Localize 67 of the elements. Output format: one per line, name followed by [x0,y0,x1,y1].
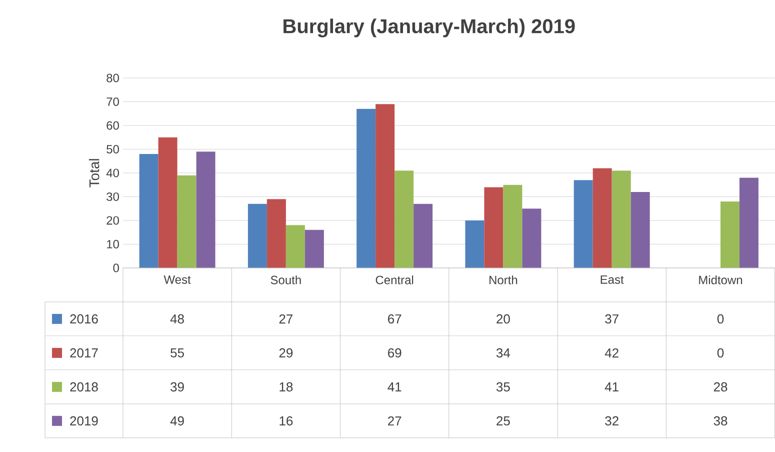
bar [414,204,433,268]
data-label: 39 [170,382,184,392]
data-label: 0 [717,314,724,324]
bar [286,225,305,268]
bar [630,192,650,268]
chart-title: Burglary (January-March) 2019 [284,18,575,38]
data-label: 16 [280,416,293,426]
data-label: 48 [170,314,184,324]
bar [465,220,484,268]
x-tick-label: East [600,276,624,284]
bar [196,152,216,268]
data-label: 38 [714,416,728,426]
data-label: 28 [714,382,728,392]
x-tick-label: Midtown [699,276,742,284]
y-tick-label: 10 [107,240,119,248]
bar [139,154,158,268]
bar [592,168,612,268]
bar [522,208,542,268]
x-tick-label: North [490,276,518,284]
y-axis-title: Total [88,159,100,188]
data-label: 25 [496,416,510,426]
bar [376,104,395,268]
y-tick-label: 80 [106,74,119,82]
bar [739,178,758,268]
data-label: 35 [496,382,510,392]
y-tick-label: 30 [106,192,119,201]
data-label: 18 [280,382,293,392]
data-label: 41 [388,382,402,392]
bar [158,137,178,268]
data-label: 0 [717,348,724,358]
y-tick-label: 20 [106,216,119,225]
y-tick-label: 50 [106,145,119,154]
data-label: 69 [388,348,402,358]
bar [394,170,414,268]
legend-label: 2017 [70,348,98,358]
bar [304,230,324,268]
data-label: 67 [388,314,402,324]
y-tick-label: 60 [106,121,119,130]
bar [356,108,376,268]
data-label: 20 [496,314,510,324]
legend-label: 2019 [70,416,98,426]
bar [248,204,267,268]
data-label: 42 [604,348,618,358]
bar [177,175,196,268]
data-label: 49 [170,416,184,426]
data-label: 37 [605,314,618,324]
bar [574,180,593,268]
x-tick-label: West [164,276,191,284]
bar [503,184,522,268]
data-label: 27 [279,314,292,324]
data-label: 29 [279,348,293,358]
bar [484,187,504,268]
x-tick-label: South [270,276,301,284]
y-tick-label: 70 [106,98,119,106]
data-label: 41 [604,382,618,392]
bar [612,170,631,268]
legend-label: 2016 [70,314,98,324]
legend-label: 2018 [70,382,98,392]
x-tick-label: Central [376,276,414,284]
data-label: 32 [605,416,618,426]
data-label: 55 [170,348,184,358]
y-tick-label: 0 [113,264,119,272]
bar [266,199,286,268]
y-tick-label: 40 [106,168,119,178]
data-label: 27 [388,416,402,426]
data-label: 34 [496,348,510,358]
bar [720,202,740,268]
